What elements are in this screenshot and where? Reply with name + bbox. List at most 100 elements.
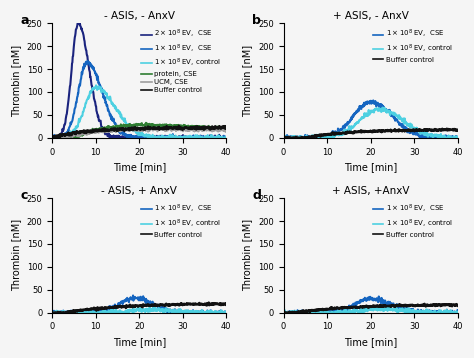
$2 \times 10^8$ EV,  CSE — [133, 136, 138, 140]
Buffer control — [192, 125, 198, 129]
X-axis label: Time [min]: Time [min] — [112, 337, 166, 347]
Line: $1 \times 10^8$ EV,  CSE: $1 \times 10^8$ EV, CSE — [52, 61, 226, 138]
Line: $1 \times 10^8$ EV,  CSE: $1 \times 10^8$ EV, CSE — [283, 296, 457, 313]
$1 \times 10^8$ EV, control — [49, 310, 55, 315]
X-axis label: Time [min]: Time [min] — [112, 162, 166, 172]
Buffer control — [424, 127, 429, 131]
X-axis label: Time [min]: Time [min] — [344, 337, 397, 347]
$1 \times 10^8$ EV,  CSE — [219, 310, 225, 315]
Line: $1 \times 10^8$ EV, control: $1 \times 10^8$ EV, control — [52, 85, 226, 138]
$1 \times 10^8$ EV,  CSE — [50, 136, 55, 140]
Line: $2 \times 10^8$ EV,  CSE: $2 \times 10^8$ EV, CSE — [52, 23, 226, 138]
Line: protein, CSE: protein, CSE — [52, 123, 226, 138]
$1 \times 10^8$ EV, control — [364, 308, 369, 313]
Buffer control — [192, 301, 198, 306]
$1 \times 10^8$ EV, control — [144, 306, 149, 311]
$1 \times 10^8$ EV,  CSE — [364, 100, 369, 104]
Buffer control — [132, 304, 137, 308]
protein, CSE — [144, 122, 149, 127]
Buffer control — [424, 303, 429, 307]
Buffer control — [444, 127, 450, 131]
$1 \times 10^8$ EV, control — [451, 310, 457, 315]
$1 \times 10^8$ EV,  CSE — [281, 134, 286, 139]
$1 \times 10^8$ EV, control — [375, 304, 381, 309]
UCM, CSE — [166, 125, 172, 130]
$1 \times 10^8$ EV,  CSE — [424, 310, 430, 314]
$1 \times 10^8$ EV, control — [133, 131, 139, 135]
Buffer control — [133, 126, 139, 130]
protein, CSE — [223, 124, 229, 129]
Buffer control — [49, 310, 55, 315]
Buffer control — [385, 128, 391, 132]
$2 \times 10^8$ EV,  CSE — [134, 136, 139, 140]
$1 \times 10^8$ EV,  CSE — [385, 302, 391, 306]
$1 \times 10^8$ EV, control — [132, 308, 137, 312]
$1 \times 10^8$ EV, control — [385, 108, 391, 112]
$1 \times 10^8$ EV, control — [455, 136, 460, 140]
Text: b: b — [252, 14, 261, 27]
Buffer control — [220, 125, 226, 129]
$1 \times 10^8$ EV, control — [153, 136, 159, 140]
UCM, CSE — [192, 128, 198, 132]
$1 \times 10^8$ EV,  CSE — [130, 293, 136, 297]
$1 \times 10^8$ EV,  CSE — [154, 136, 159, 140]
$1 \times 10^8$ EV,  CSE — [153, 304, 159, 308]
UCM, CSE — [223, 127, 229, 132]
protein, CSE — [153, 123, 159, 127]
$1 \times 10^8$ EV,  CSE — [49, 134, 55, 138]
protein, CSE — [192, 125, 198, 129]
Buffer control — [49, 135, 55, 140]
Line: $1 \times 10^8$ EV,  CSE: $1 \times 10^8$ EV, CSE — [52, 295, 226, 313]
Buffer control — [281, 310, 286, 315]
$1 \times 10^8$ EV, control — [93, 83, 99, 87]
Line: $1 \times 10^8$ EV, control: $1 \times 10^8$ EV, control — [283, 107, 457, 138]
Line: Buffer control: Buffer control — [52, 303, 226, 313]
X-axis label: Time [min]: Time [min] — [344, 162, 397, 172]
protein, CSE — [132, 123, 137, 127]
Line: $1 \times 10^8$ EV, control: $1 \times 10^8$ EV, control — [52, 306, 226, 313]
Buffer control — [219, 302, 225, 306]
Buffer control — [451, 303, 456, 307]
Buffer control — [223, 126, 229, 130]
$1 \times 10^8$ EV, control — [192, 309, 198, 314]
Buffer control — [153, 303, 159, 307]
Buffer control — [133, 304, 139, 308]
$2 \times 10^8$ EV,  CSE — [144, 136, 150, 140]
$1 \times 10^8$ EV,  CSE — [144, 135, 150, 140]
$1 \times 10^8$ EV, control — [451, 134, 456, 138]
UCM, CSE — [219, 127, 225, 131]
Line: Buffer control: Buffer control — [52, 126, 226, 137]
$1 \times 10^8$ EV,  CSE — [192, 310, 198, 315]
Buffer control — [50, 135, 55, 140]
$1 \times 10^8$ EV,  CSE — [365, 297, 371, 301]
Buffer control — [223, 303, 229, 307]
$1 \times 10^8$ EV,  CSE — [455, 135, 460, 139]
Buffer control — [144, 126, 149, 130]
$1 \times 10^8$ EV, control — [219, 135, 225, 140]
protein, CSE — [219, 126, 225, 131]
$1 \times 10^8$ EV, control — [223, 310, 229, 315]
Line: $1 \times 10^8$ EV,  CSE: $1 \times 10^8$ EV, CSE — [283, 101, 457, 138]
$1 \times 10^8$ EV,  CSE — [49, 310, 55, 315]
Line: Buffer control: Buffer control — [283, 304, 457, 313]
Y-axis label: Thrombin [nM]: Thrombin [nM] — [243, 219, 253, 291]
Text: d: d — [252, 189, 261, 202]
Line: $1 \times 10^8$ EV, control: $1 \times 10^8$ EV, control — [283, 306, 457, 313]
$1 \times 10^8$ EV, control — [365, 306, 371, 310]
$2 \times 10^8$ EV,  CSE — [154, 135, 159, 140]
Y-axis label: Thrombin [nM]: Thrombin [nM] — [11, 219, 21, 291]
Buffer control — [206, 300, 211, 305]
$1 \times 10^8$ EV,  CSE — [364, 298, 369, 303]
protein, CSE — [133, 123, 139, 127]
Buffer control — [365, 304, 370, 308]
Legend: $2 \times 10^8$ EV,  CSE, $1 \times 10^8$ EV,  CSE, $1 \times 10^8$ EV, control,: $2 \times 10^8$ EV, CSE, $1 \times 10^8$… — [140, 27, 223, 95]
$1 \times 10^8$ EV, control — [385, 305, 391, 310]
$1 \times 10^8$ EV,  CSE — [281, 310, 287, 315]
$1 \times 10^8$ EV,  CSE — [192, 135, 198, 140]
$1 \times 10^8$ EV,  CSE — [144, 302, 149, 306]
UCM, CSE — [133, 127, 139, 131]
$1 \times 10^8$ EV,  CSE — [365, 101, 371, 106]
$1 \times 10^8$ EV, control — [133, 307, 139, 311]
Buffer control — [384, 304, 390, 308]
Buffer control — [364, 130, 369, 134]
